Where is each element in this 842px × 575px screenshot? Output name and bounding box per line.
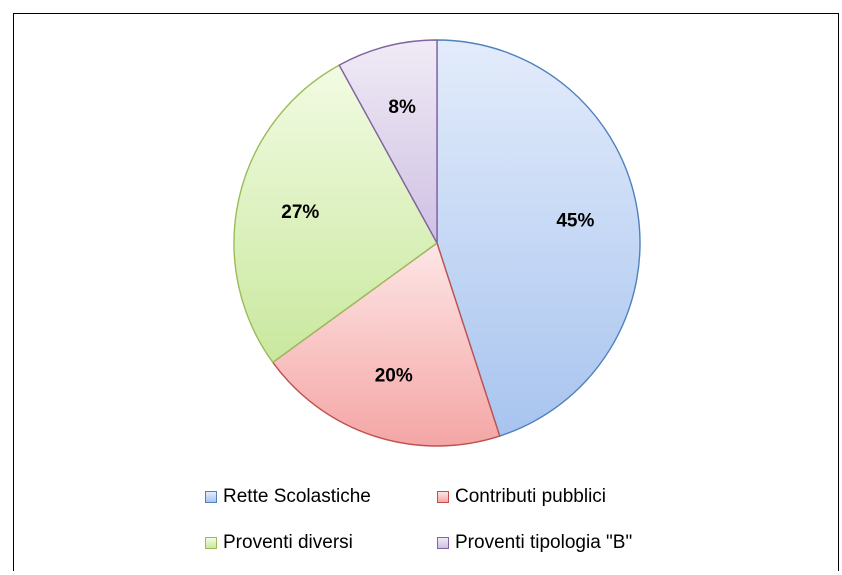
- legend-label: Contributi pubblici: [455, 485, 607, 507]
- legend-row: Rette Scolastiche Contributi pubblici: [205, 483, 725, 510]
- legend-label: Rette Scolastiche: [223, 485, 371, 507]
- legend-swatch: [437, 490, 449, 503]
- legend-swatch: [437, 536, 449, 549]
- data-label-proventi-diversi: 27%: [281, 202, 319, 223]
- pie-labels: 45% 20% 27% 8%: [281, 97, 594, 387]
- legend-label: Proventi tipologia "B": [455, 531, 633, 553]
- data-label-rette-scolastiche: 45%: [556, 211, 594, 232]
- legend-row: Proventi diversi Proventi tipologia "B": [205, 529, 725, 556]
- pie-slices: [233, 39, 641, 447]
- data-label-contributi-pubblici: 20%: [375, 366, 413, 387]
- legend-swatch: [205, 536, 217, 549]
- pie-slice-contributi-pubblici: [272, 242, 501, 447]
- pie-slice-proventi-tipologia-b: [338, 39, 438, 244]
- legend-item-proventi-diversi: Proventi diversi: [205, 529, 437, 556]
- legend-item-rette-scolastiche: Rette Scolastiche: [205, 483, 437, 510]
- legend: Rette Scolastiche Contributi pubblici Pr…: [205, 483, 725, 575]
- legend-swatch: [205, 490, 217, 503]
- pie-slice-proventi-diversi: [233, 64, 438, 364]
- legend-item-proventi-tipologia-b: Proventi tipologia "B": [437, 529, 632, 556]
- pie-slice-rette-scolastiche: [436, 39, 641, 437]
- legend-label: Proventi diversi: [223, 531, 353, 553]
- legend-item-contributi-pubblici: Contributi pubblici: [437, 483, 606, 510]
- data-label-proventi-tipologia-b: 8%: [388, 97, 416, 118]
